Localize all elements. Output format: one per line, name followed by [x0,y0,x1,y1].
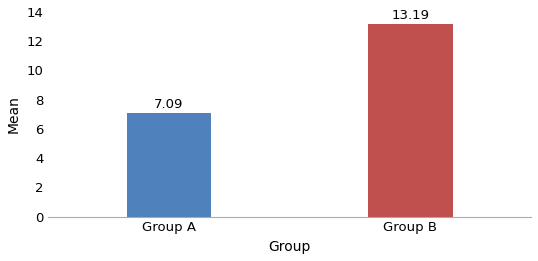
Bar [127,113,211,217]
X-axis label: Group: Group [268,240,311,254]
Text: 13.19: 13.19 [391,9,429,22]
Text: 7.09: 7.09 [154,98,183,111]
Y-axis label: Mean: Mean [7,95,21,133]
Bar [368,24,452,217]
